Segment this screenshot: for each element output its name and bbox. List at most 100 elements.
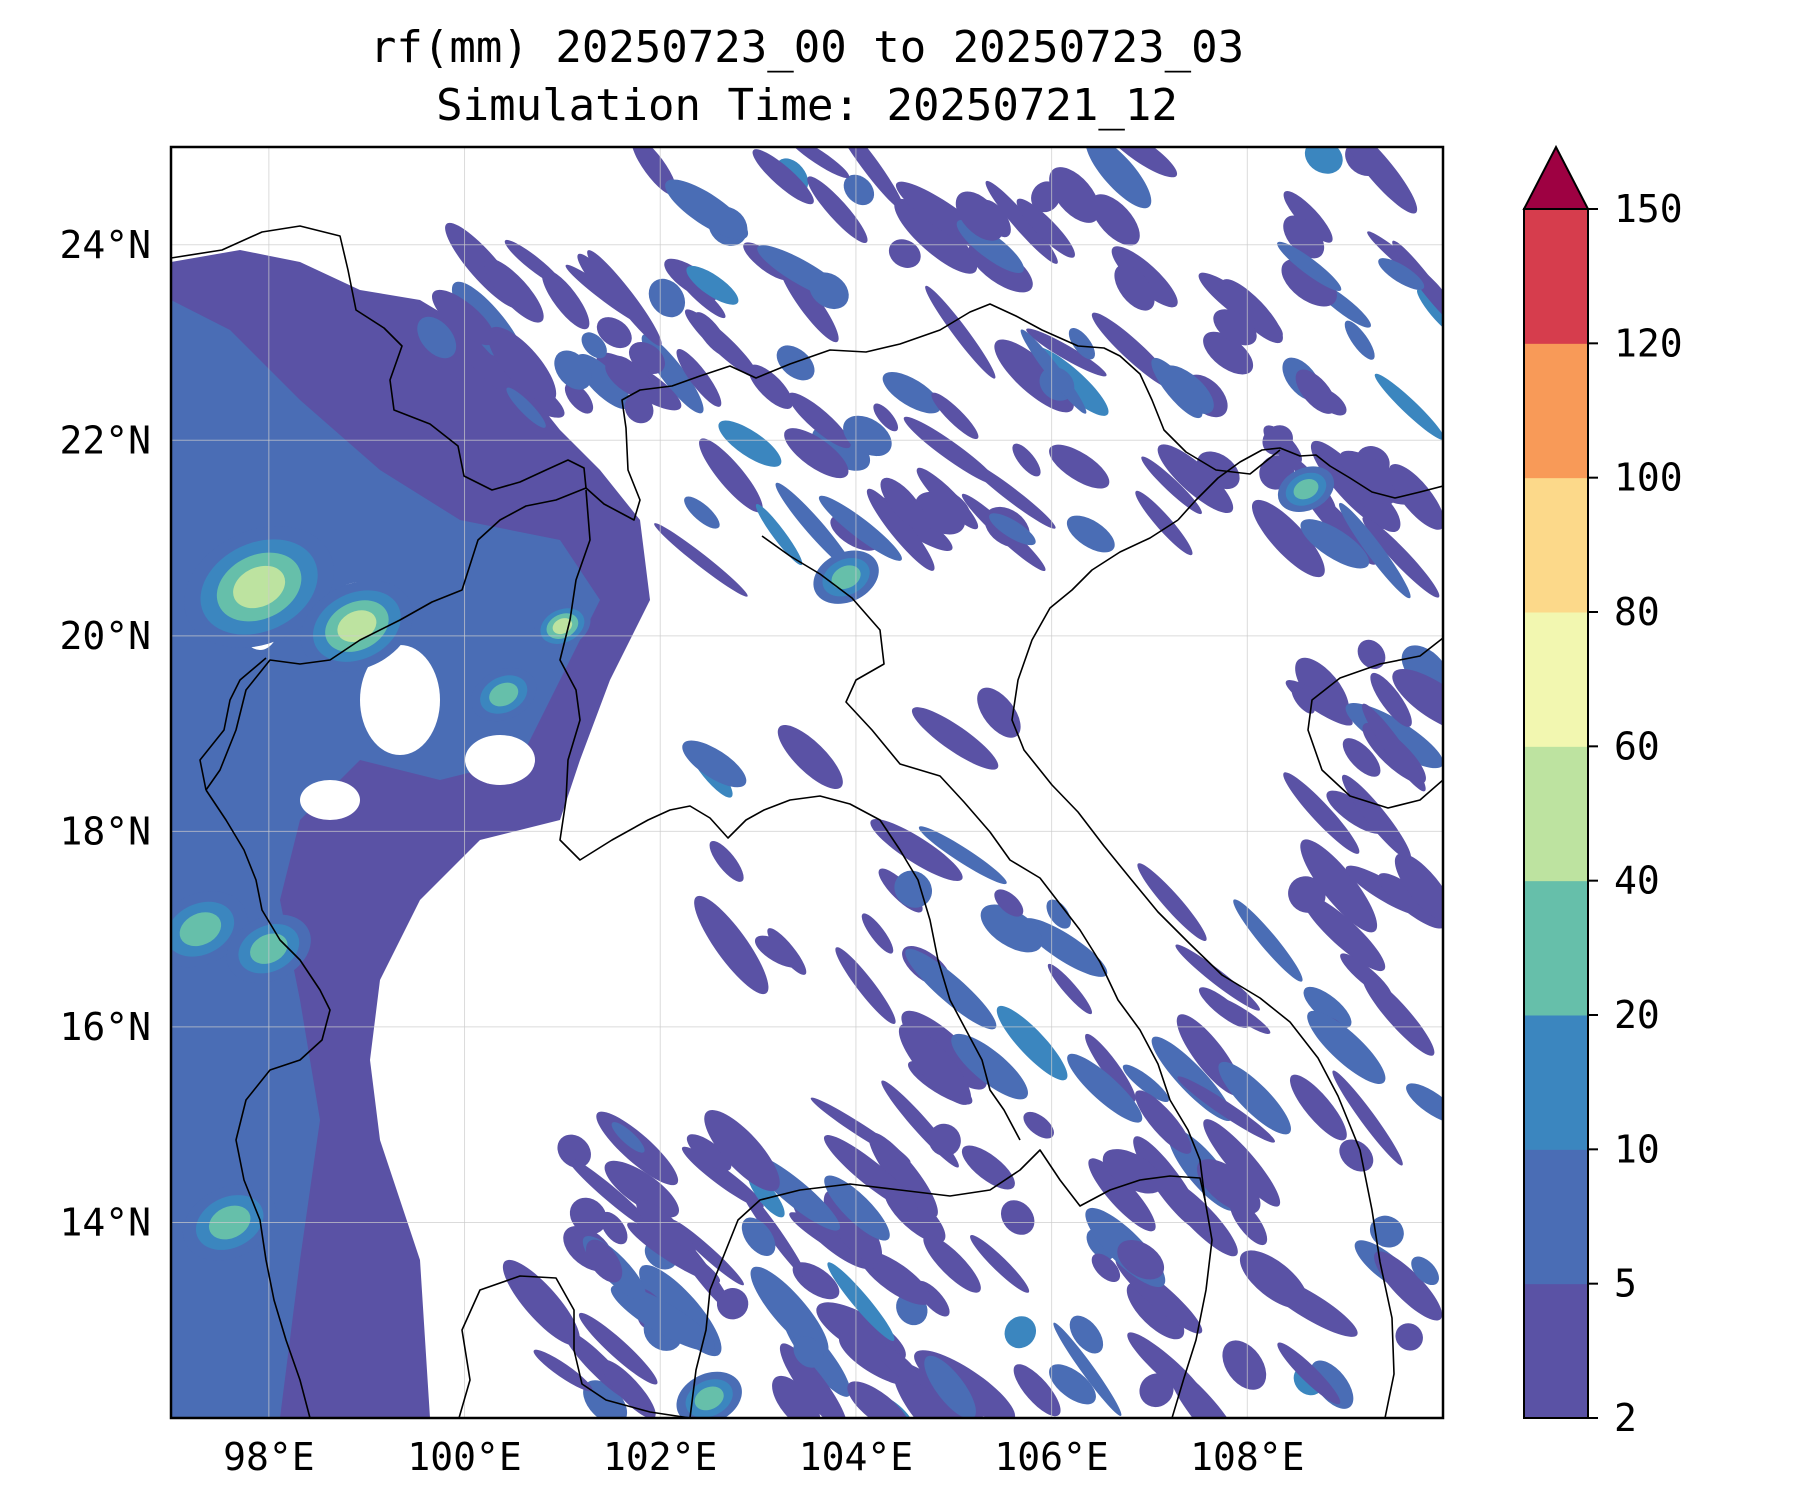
rain-streak [1067,1053,1143,1123]
rain-streak [980,904,1043,953]
rain-streak [1117,1239,1165,1280]
lon-tick-label: 98°E [223,1435,315,1479]
rain-cell [337,610,377,642]
rain-streak [1251,499,1325,578]
rain-streak [754,935,802,968]
lat-tick-label: 24°N [59,223,151,267]
rain-streak [905,948,997,1030]
rain-streak [787,147,850,179]
rain-streak [1300,519,1370,569]
rain-streak [989,513,1036,546]
rain-streak [1222,1340,1267,1390]
lon-tick-label: 106°E [994,1435,1108,1479]
rain-streak [810,1097,911,1163]
rain-streak [1198,987,1249,1028]
rain-streak [504,239,563,287]
rain-streak [818,495,902,561]
colorbar-tick-label: 20 [1614,993,1660,1037]
country-borders [171,225,1443,1418]
rain-streak [1218,1061,1291,1135]
rain-streak [1213,309,1257,346]
rain-streak [576,353,631,410]
rain-streak [654,523,748,597]
rain-streak [1126,1282,1185,1340]
rain-cell [489,682,519,707]
longitude-axis: 98°E 100°E 102°E 104°E 106°E 108°E [223,1435,1304,1479]
rain-streak [1374,373,1443,441]
rain-streak [1406,1083,1443,1123]
rain-streak [1310,1360,1354,1409]
rain-streak [693,312,729,356]
rain-streak [1127,1332,1208,1405]
rain-streak [1049,167,1100,223]
lat-tick-label: 20°N [59,614,151,658]
rain-streak [694,895,769,995]
rain-streak [431,289,496,346]
rain-streak [1339,147,1418,214]
colorbar-swatch [1524,1149,1588,1285]
map-frame [169,145,1445,1420]
rain-streak [417,316,457,359]
rain-streak [1301,894,1386,972]
map-subtitle: Simulation Time: 20250721_12 [436,80,1178,131]
rain-streak [970,1235,1030,1293]
rain-gap [300,780,360,820]
rain-streak [1295,369,1337,414]
rain-streak [911,707,999,770]
rain-streak [1357,639,1386,670]
colorbar-tick-label: 5 [1614,1262,1637,1306]
rain-streak [903,416,998,485]
rain-streak [1339,1139,1374,1172]
coastline-hainan [1307,637,1443,809]
border-myanmar-thailand-north [199,657,267,791]
rain-streak [1023,1111,1054,1139]
rain-streak [1066,515,1115,553]
rain-streak [1139,1373,1174,1408]
rain-streak [925,285,996,379]
rain-streak [951,1033,1028,1100]
rain-streak [843,174,875,206]
rain-streak [1361,703,1426,792]
rain-streak [1004,1316,1037,1349]
rain-streak [665,179,749,240]
rain-cell [1293,479,1319,500]
rain-streak [699,438,763,513]
rain-streak [631,147,677,196]
rain-streak [1114,264,1155,311]
rain-streak [1283,191,1333,243]
rain-streak [868,1132,938,1218]
rain-streak [1394,853,1443,923]
rain-cell [233,565,286,609]
rain-streak [823,1190,883,1264]
rain-streak [596,317,632,349]
rain-streak [1233,899,1303,982]
rain-streak [1362,490,1401,533]
colorbar-swatch [1524,612,1588,747]
rain-streak [1303,986,1352,1029]
rain-gap [360,645,440,755]
rain-streak [1000,1200,1035,1235]
rain-streak [484,258,544,323]
colorbar-extend-arrow [1522,144,1590,210]
colorbar-swatch [1524,343,1588,479]
rain-streak [686,1134,732,1171]
lon-tick-label: 104°E [799,1435,913,1479]
rain-streak [1091,1253,1121,1283]
rain-streak [961,1145,1015,1190]
rain-streak [1049,1364,1096,1405]
rain-streak [1362,975,1435,1056]
rain-streak [755,504,803,566]
lon-tick-label: 102°E [603,1435,717,1479]
rain-streak [835,947,896,1024]
rain-streak [1374,1251,1443,1321]
rain-streak [1091,194,1140,246]
rain-streak [924,1355,976,1418]
rain-streak [1281,258,1337,307]
rain-streak [670,1219,744,1286]
rain-streak [1049,444,1110,489]
rain-streak [832,147,904,211]
rain-streak [1339,450,1414,505]
rain-streak [1161,1177,1238,1257]
rain-streak [1013,1364,1061,1417]
rain-cell [179,912,222,947]
